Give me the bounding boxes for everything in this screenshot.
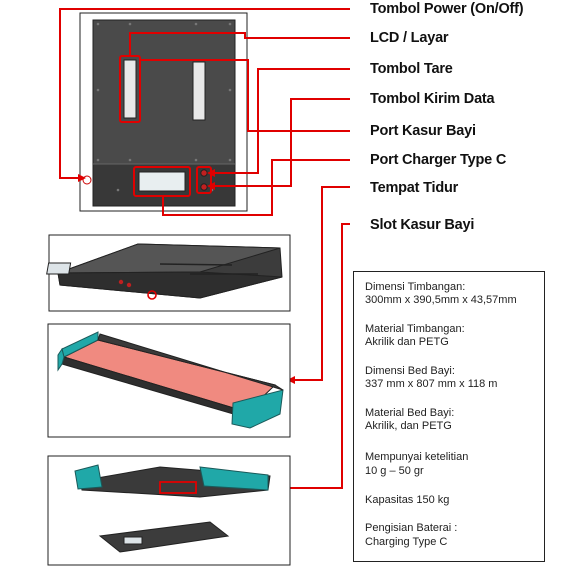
scale-button-3d-2 xyxy=(126,282,132,288)
label-charger-port: Port Charger Type C xyxy=(370,152,507,168)
spec-title: Pengisian Baterai : xyxy=(365,522,458,534)
tare-button-shape xyxy=(200,169,208,177)
assembly-head-frame xyxy=(74,464,103,490)
bed-foot-frame xyxy=(231,389,284,429)
screw-dots xyxy=(96,22,232,192)
bed-slot-right xyxy=(192,61,206,121)
spec-value: 300mm x 390,5mm x 43,57mm xyxy=(365,294,517,306)
spec-title: Material Timbangan: xyxy=(365,323,465,335)
charger-port-highlight xyxy=(147,290,157,300)
label-bed-slot: Slot Kasur Bayi xyxy=(370,217,475,233)
spec-value: Akrilik dan PETG xyxy=(365,336,449,348)
assembly-foot-frame xyxy=(199,466,269,491)
scale-button-3d-1 xyxy=(118,279,124,285)
label-tare: Tombol Tare xyxy=(370,61,453,77)
callout-lines xyxy=(59,8,350,489)
label-bed-port: Port Kasur Bayi xyxy=(370,123,476,139)
lcd-screen xyxy=(138,171,186,192)
spec-title: Dimensi Bed Bayi: xyxy=(365,365,455,377)
spec-value: 10 g – 50 gr xyxy=(365,465,424,477)
bed-slot-left xyxy=(123,59,137,119)
spec-title: Kapasitas 150 kg xyxy=(365,494,450,506)
spec-title: Material Bed Bayi: xyxy=(365,407,455,419)
scale-lcd-3d xyxy=(46,262,72,275)
spec-title: Dimensi Timbangan: xyxy=(365,281,466,293)
send-button-shape xyxy=(200,183,208,191)
spec-value: Charging Type C xyxy=(365,536,448,548)
label-bed-place: Tempat Tidur xyxy=(370,180,459,196)
spec-title: Mempunyai ketelitian xyxy=(365,451,469,463)
label-power: Tombol Power (On/Off) xyxy=(370,1,524,17)
power-icon xyxy=(82,175,92,185)
spec-value: Akrilik, dan PETG xyxy=(365,420,452,432)
bed-head-side xyxy=(57,347,65,372)
scale-slot-3d-1 xyxy=(159,263,233,266)
spec-box: Dimensi Timbangan: 300mm x 390,5mm x 43,… xyxy=(353,271,545,562)
bed-back-rail xyxy=(97,333,284,391)
label-send: Tombol Kirim Data xyxy=(370,91,495,107)
slot-highlight xyxy=(159,481,197,494)
scale-top-surface xyxy=(92,19,236,165)
assembly-lcd xyxy=(123,536,143,545)
spec-value: 337 mm x 807 mm x 118 m xyxy=(365,378,498,390)
label-lcd: LCD / Layar xyxy=(370,30,449,46)
